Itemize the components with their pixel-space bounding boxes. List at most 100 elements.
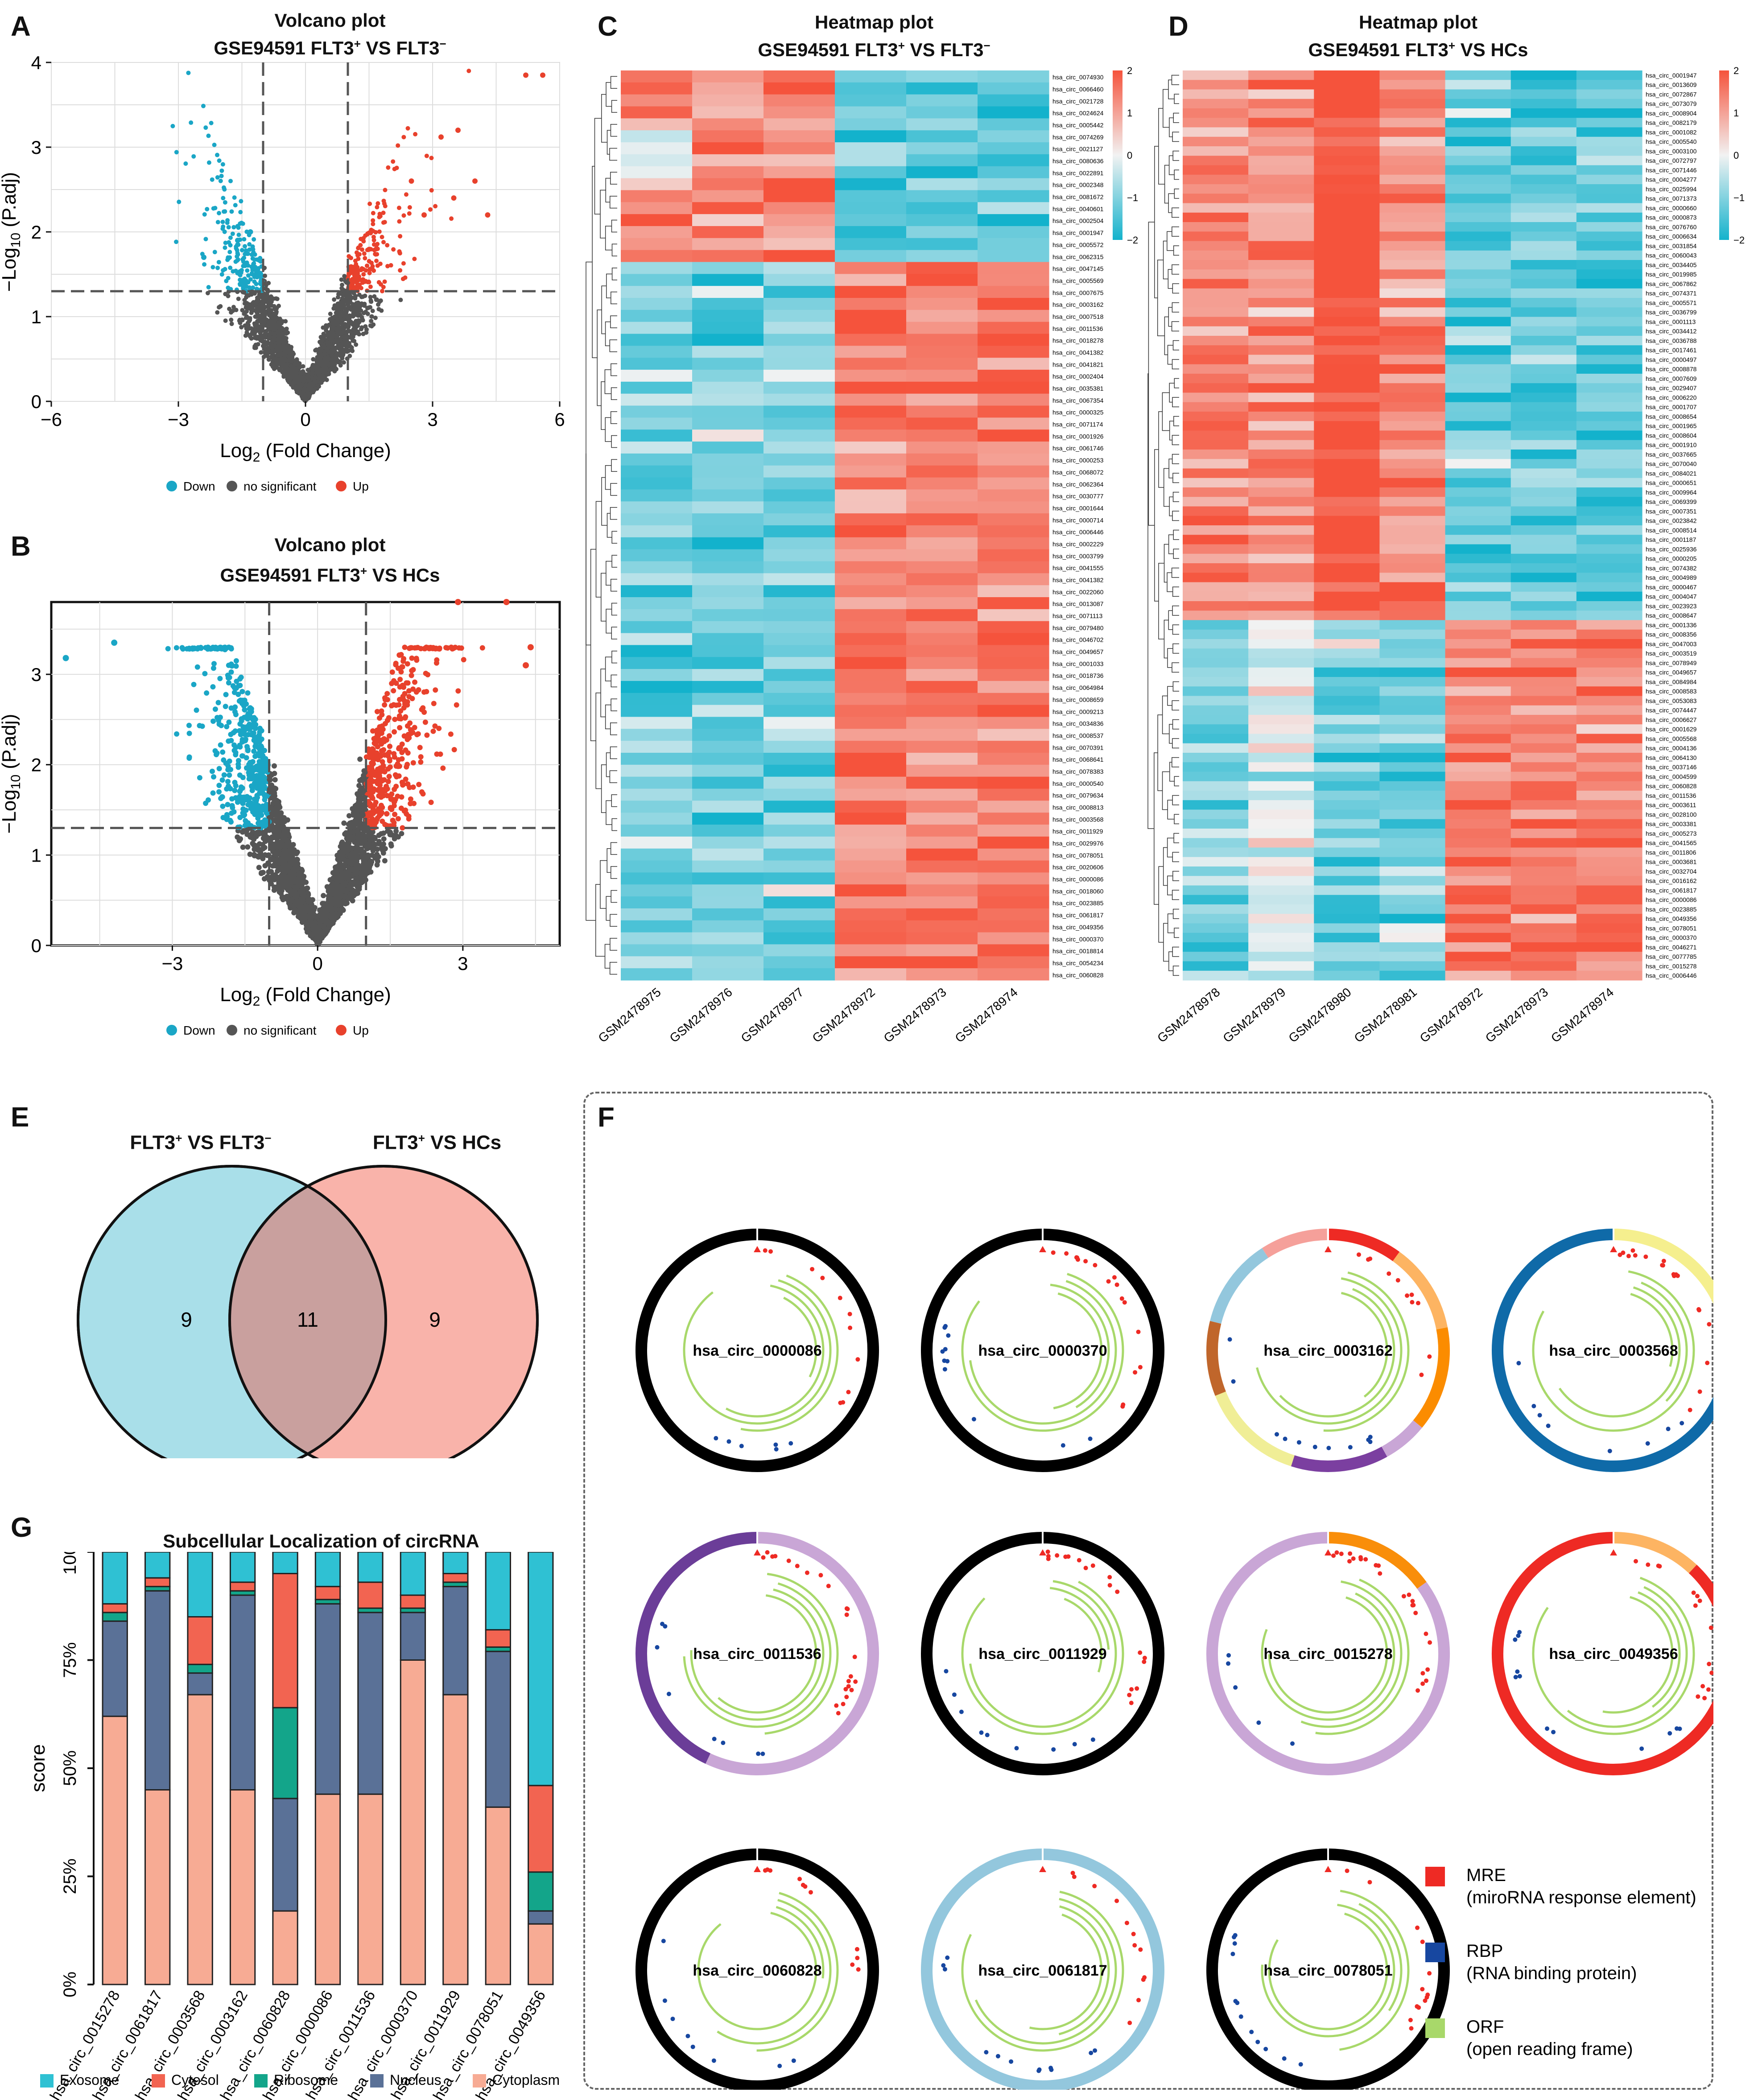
volcano-point [384, 793, 390, 799]
volcano-point [241, 285, 246, 290]
volcano-point [204, 690, 210, 696]
volcano-point [280, 326, 285, 330]
volcano-point [255, 795, 260, 800]
volcano-point [363, 233, 368, 238]
volcano-point [436, 726, 442, 731]
volcano-point [373, 315, 378, 320]
volcano-point-up [523, 72, 528, 78]
volcano-point-up [451, 195, 457, 201]
volcano-point [401, 261, 406, 266]
volcano-point [183, 161, 188, 166]
volcano-point-up [485, 212, 491, 218]
volcano-point [385, 264, 390, 268]
volcano-point [339, 342, 344, 347]
volcano-point [321, 893, 326, 899]
volcano-point [281, 361, 286, 366]
volcano-point [354, 250, 359, 255]
volcano-point [269, 362, 274, 367]
volcano-point [250, 256, 255, 261]
volcano-point [246, 323, 251, 328]
volcano-point-up [455, 128, 461, 133]
volcano-point [231, 225, 236, 230]
volcano-point [251, 250, 256, 255]
volcano-point [398, 652, 404, 657]
volcano-point [354, 280, 359, 285]
volcano-point [305, 367, 310, 372]
volcano-point [221, 209, 226, 214]
volcano-point [215, 310, 220, 315]
volcano-point [328, 311, 333, 316]
volcano-point [277, 367, 282, 371]
volcano-point [221, 772, 227, 778]
volcano-b-title-line2: GSE94591 FLT3 [220, 565, 360, 586]
volcano-point [318, 356, 322, 361]
volcano-point [381, 210, 386, 215]
volcano-point [395, 816, 401, 821]
volcano-point [456, 645, 462, 651]
volcano-point [275, 297, 280, 301]
volcano-point [275, 345, 280, 350]
volcano-point [242, 311, 247, 316]
volcano-point [249, 336, 254, 341]
volcano-point [217, 676, 223, 681]
volcano-point [370, 309, 375, 314]
volcano-point [356, 245, 361, 250]
volcano-point [391, 247, 396, 252]
volcano-point [255, 853, 260, 859]
volcano-point [237, 682, 243, 688]
volcano-point [270, 339, 275, 344]
volcano-point [262, 332, 267, 337]
volcano-point [325, 340, 330, 345]
volcano-a-title-line1: Volcano plot [274, 10, 386, 31]
volcano-point [280, 357, 285, 362]
volcano-point [201, 103, 206, 108]
volcano-point [252, 291, 257, 296]
volcano-point [331, 354, 336, 359]
volcano-point [223, 245, 227, 250]
volcano-point [211, 661, 217, 667]
volcano-point [271, 335, 276, 340]
volcano-point [220, 162, 225, 167]
volcano-point [247, 795, 253, 801]
volcano-point [218, 742, 223, 748]
volcano-point [232, 788, 238, 793]
volcano-point [404, 192, 409, 197]
volcano-point [272, 777, 278, 783]
volcano-point [376, 307, 381, 312]
volcano-point [330, 330, 335, 334]
volcano-point [349, 268, 354, 273]
volcano-point [382, 695, 388, 701]
volcano-point [366, 765, 371, 771]
legend-label: Down [183, 479, 215, 493]
volcano-point [396, 206, 401, 210]
volcano-point [266, 327, 271, 332]
volcano-point [315, 366, 320, 371]
x-tick-label: 0 [300, 409, 310, 430]
volcano-point [319, 380, 324, 385]
volcano-point [403, 776, 409, 782]
volcano-point [455, 688, 461, 694]
volcano-point [349, 307, 354, 312]
volcano-point [266, 305, 271, 309]
volcano-point [216, 260, 221, 264]
volcano-point [247, 851, 253, 857]
volcano-point [380, 235, 384, 239]
volcano-point [220, 749, 226, 755]
volcano-point [229, 310, 234, 315]
volcano-point [372, 294, 377, 299]
volcano-point [235, 764, 241, 770]
volcano-point [448, 731, 454, 737]
volcano-point [202, 671, 208, 677]
volcano-point [340, 296, 345, 301]
volcano-point [332, 322, 337, 327]
volcano-point [383, 204, 388, 209]
volcano-point [245, 747, 251, 752]
volcano-point [354, 301, 359, 305]
volcano-point [434, 657, 440, 663]
volcano-point [351, 338, 355, 343]
volcano-point [261, 876, 267, 882]
volcano-point [433, 204, 438, 209]
volcano-point [256, 305, 260, 310]
volcano-point [382, 821, 388, 827]
